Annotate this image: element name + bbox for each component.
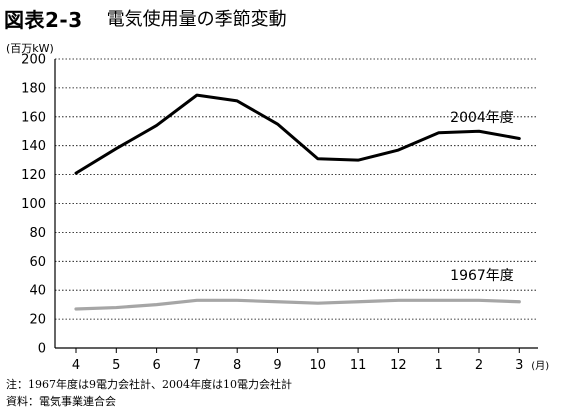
y-tick-label: 180 — [21, 81, 46, 96]
series-line — [74, 93, 521, 175]
y-tick-label: 20 — [29, 313, 46, 328]
x-tick-label: 9 — [273, 358, 281, 373]
x-tick-label: 3 — [515, 358, 523, 373]
x-tick-label: 7 — [193, 358, 201, 373]
y-tick-label: 80 — [29, 226, 46, 241]
x-tick-label: 5 — [112, 358, 120, 373]
y-axis-unit-label: (百万kW) — [6, 42, 54, 55]
y-tick-label: 40 — [29, 284, 46, 299]
series-label: 2004年度 — [450, 110, 514, 126]
x-axis-unit-label: (月) — [531, 360, 549, 372]
series-line — [74, 298, 521, 311]
y-tick-label: 200 — [21, 53, 46, 68]
series-label: 1967年度 — [450, 268, 514, 284]
source-line: 資料：電気事業連合会 — [6, 395, 116, 408]
x-tick-label: 10 — [310, 358, 327, 373]
y-tick-label: 100 — [21, 197, 46, 212]
y-tick-label: 160 — [21, 110, 46, 125]
x-tick-label: 8 — [233, 358, 241, 373]
figure-title: 電気使用量の季節変動 — [106, 9, 287, 30]
note-line: 注：1967年度は9電力会社計、2004年度は10電力会社計 — [6, 378, 292, 391]
y-tick-label: 120 — [21, 168, 46, 183]
y-tick-label: 0 — [38, 342, 46, 357]
x-tick-label: 12 — [390, 358, 407, 373]
y-tick-label: 60 — [29, 255, 46, 270]
x-tick-label: 4 — [72, 358, 80, 373]
y-tick-label: 140 — [21, 139, 46, 154]
figure-label: 図表2-3 — [4, 7, 83, 32]
x-tick-label: 1 — [435, 358, 443, 373]
figure-header: 図表2-3 電気使用量の季節変動 — [4, 4, 287, 32]
x-tick-label: 2 — [475, 358, 483, 373]
x-tick-label: 11 — [350, 358, 367, 373]
figure-notes: 注：1967年度は9電力会社計、2004年度は10電力会社計 資料：電気事業連合… — [6, 376, 292, 410]
x-tick-label: 6 — [152, 358, 160, 373]
